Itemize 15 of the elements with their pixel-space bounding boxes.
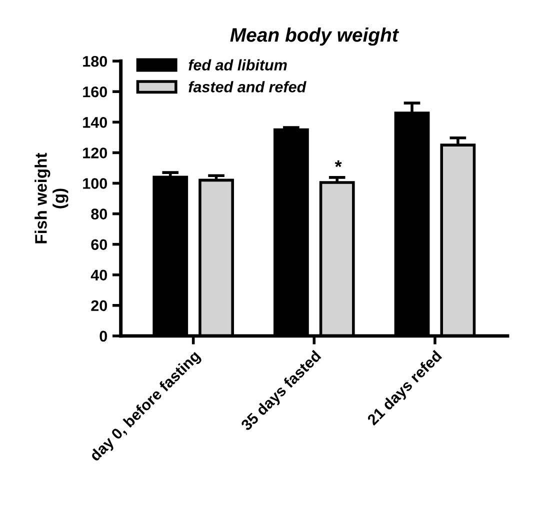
y-tick-label: 100: [83, 178, 108, 189]
chart-title: Mean body weight: [230, 28, 400, 46]
y-tick-label: 20: [91, 300, 108, 312]
y-tick-label: 140: [83, 117, 108, 128]
y-tick-label: 40: [90, 270, 108, 281]
legend-label: fed ad libitum: [188, 59, 287, 70]
y-tick-label: 120: [83, 148, 108, 158]
y-tick-label: 60: [91, 239, 108, 250]
y-axis-title: Fish weight (g): [34, 152, 68, 244]
annotation: *: [334, 160, 342, 168]
y-tick-label: 0: [100, 330, 108, 342]
y-tick-label: 80: [91, 208, 108, 220]
y-tick-label: 180: [83, 56, 108, 67]
legend-label: fasted and refed: [188, 81, 306, 92]
y-tick-label: 160: [83, 86, 108, 98]
